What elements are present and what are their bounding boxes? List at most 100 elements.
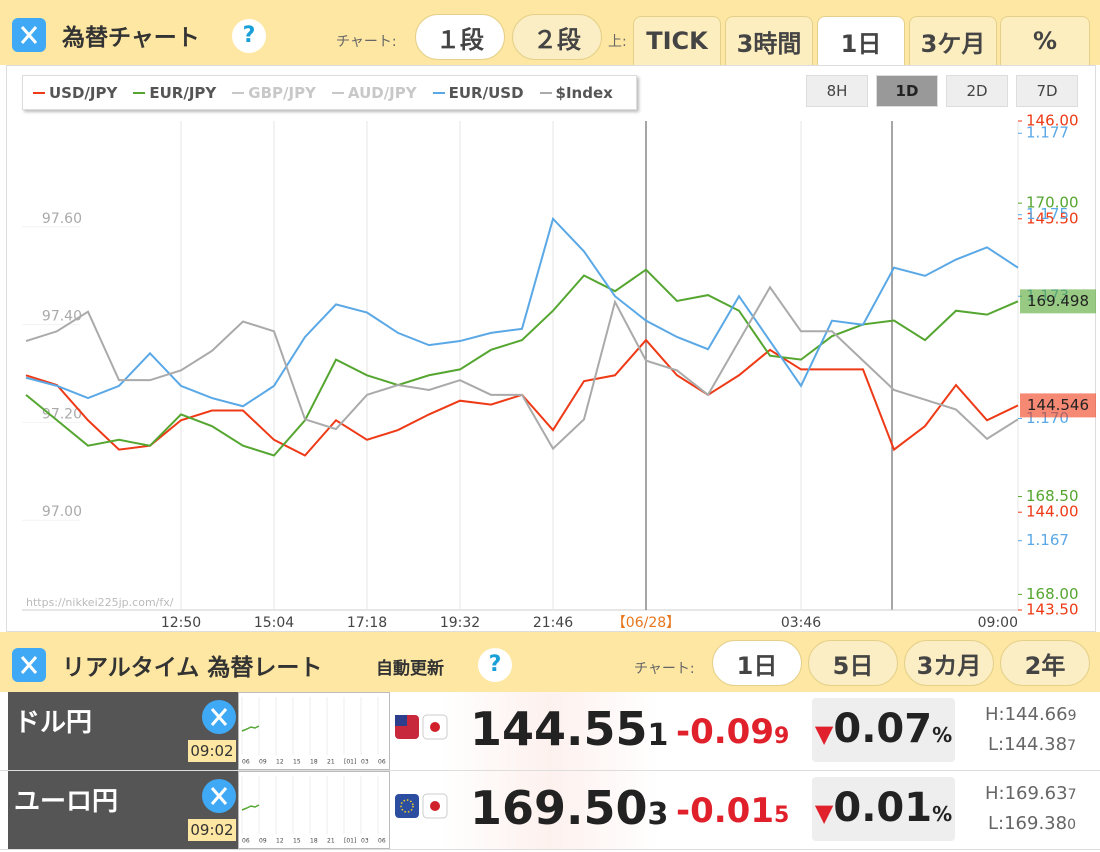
tab[interactable]: 3時間 bbox=[725, 16, 813, 65]
x-logo bbox=[12, 18, 46, 52]
icon-glyph bbox=[210, 787, 228, 805]
tab[interactable]: TICK bbox=[633, 16, 721, 65]
legend-label: AUD/JPY bbox=[347, 83, 417, 102]
series-line bbox=[25, 285, 1019, 451]
low-main: L:144.38 bbox=[988, 734, 1068, 755]
update-time: 09:02 bbox=[188, 819, 236, 841]
flag-stars bbox=[400, 799, 414, 813]
x-tick-label: 12:50 bbox=[161, 615, 201, 631]
x-icon[interactable] bbox=[12, 648, 46, 686]
watermark: https://nikkei225jp.com/fx/ bbox=[26, 596, 174, 609]
series-line bbox=[25, 268, 1019, 457]
flag-sun bbox=[430, 801, 440, 811]
help[interactable]: ? bbox=[478, 648, 512, 682]
y-tick-label: 97.20 bbox=[42, 406, 82, 422]
range-button[interactable]: 7D bbox=[1016, 75, 1078, 107]
x-logo bbox=[12, 648, 46, 682]
legend-swatch bbox=[432, 91, 445, 94]
sparkline-chart: 06 09 12 15 18 21 [01] 03 06 bbox=[241, 697, 386, 766]
arrow: ▼ bbox=[814, 720, 834, 748]
legend-item: AUD/JPY bbox=[331, 83, 417, 102]
spark-label: 12 bbox=[276, 759, 284, 766]
range-button[interactable]: 8H bbox=[806, 75, 868, 107]
y-tick-label: 145.50 bbox=[1026, 209, 1079, 227]
range-button[interactable]: 2D bbox=[946, 75, 1008, 107]
spark-label: 06 bbox=[378, 838, 386, 845]
sparkline: 06 09 12 15 18 21 [01] 03 06 bbox=[238, 692, 390, 770]
spark-label: [01] bbox=[344, 759, 356, 766]
tab[interactable]: 3ケ月 bbox=[909, 16, 997, 65]
change: -0.099 bbox=[676, 712, 789, 752]
help[interactable]: ? bbox=[232, 19, 266, 53]
change-main: -0.01 bbox=[676, 791, 774, 831]
spark-label: 21 bbox=[327, 838, 335, 845]
series-line bbox=[25, 338, 1019, 457]
tab[interactable]: 1日 bbox=[817, 16, 905, 65]
high: H:169.637 bbox=[985, 783, 1077, 804]
price: 169.503 bbox=[470, 781, 668, 835]
period-button[interactable]: 2年 bbox=[1000, 640, 1090, 686]
period-button[interactable]: 5日 bbox=[808, 640, 898, 686]
y-tick-label: 1.177 bbox=[1026, 124, 1069, 142]
price-small: 1 bbox=[647, 718, 669, 753]
legend-label: EUR/USD bbox=[448, 83, 524, 102]
y-tick-label: 146.00 bbox=[1026, 112, 1079, 130]
pct-box: ▼ 0.07% bbox=[812, 698, 955, 762]
icon-glyph bbox=[20, 656, 38, 674]
update-time: 09:02 bbox=[188, 740, 236, 762]
x-logo bbox=[202, 700, 236, 734]
tab[interactable]: % bbox=[1000, 16, 1090, 65]
spark-label: 09 bbox=[259, 759, 267, 766]
y-tick-label: 97.60 bbox=[42, 211, 82, 227]
change-small: 9 bbox=[774, 724, 790, 749]
x-icon[interactable] bbox=[12, 18, 46, 56]
price-main: 144.55 bbox=[470, 702, 648, 756]
legend-swatch bbox=[539, 91, 552, 94]
chart-panel bbox=[6, 65, 1096, 632]
spark-label: 21 bbox=[327, 759, 335, 766]
row-button[interactable]: １段 bbox=[415, 14, 505, 60]
x-tick-label: 19:32 bbox=[440, 615, 480, 631]
range-button[interactable]: 1D bbox=[876, 75, 938, 107]
legend-swatch bbox=[33, 91, 45, 94]
spark-label: 09 bbox=[259, 838, 267, 845]
x-tick-label: 【06/28】 bbox=[612, 615, 680, 631]
y-tick-label: 1.167 bbox=[1026, 531, 1069, 549]
legend-item: EUR/JPY bbox=[133, 84, 216, 102]
spark-line bbox=[241, 804, 260, 811]
y-tick-label: 97.00 bbox=[42, 504, 82, 520]
sparkline: 06 09 12 15 18 21 [01] 03 06 bbox=[238, 771, 390, 849]
rates-title: リアルタイム 為替レート bbox=[62, 655, 323, 681]
legend-item: USD/JPY bbox=[33, 84, 117, 102]
x-icon[interactable] bbox=[202, 700, 236, 738]
auto-update: 自動更新 bbox=[376, 659, 444, 679]
high-small: 9 bbox=[1067, 708, 1077, 724]
flag bbox=[395, 794, 419, 818]
x-tick-label: 17:18 bbox=[347, 615, 387, 631]
y-tick-label: 97.40 bbox=[42, 309, 82, 325]
header-title: 為替チャート bbox=[62, 25, 200, 51]
legend-item: GBP/JPY bbox=[232, 84, 316, 102]
flags bbox=[395, 793, 448, 819]
x-icon[interactable] bbox=[202, 779, 236, 817]
legend-label: EUR/JPY bbox=[149, 83, 217, 102]
low-small: 0 bbox=[1067, 817, 1076, 833]
y-tick-label: 170.00 bbox=[1026, 194, 1079, 212]
flag-sun bbox=[430, 722, 440, 732]
period-button[interactable]: 1日 bbox=[712, 640, 802, 686]
period-button[interactable]: 3カ月 bbox=[904, 640, 994, 686]
row-button[interactable]: ２段 bbox=[512, 14, 602, 60]
spark-label: 06 bbox=[242, 838, 250, 845]
spark-label: 12 bbox=[276, 838, 284, 845]
price-small: 3 bbox=[647, 797, 669, 832]
high: H:144.669 bbox=[985, 704, 1077, 725]
series-line bbox=[25, 216, 1019, 408]
chart-label: チャート: bbox=[336, 34, 397, 50]
pair-name: ユーロ円 bbox=[14, 787, 119, 817]
top-label: 上: bbox=[608, 34, 627, 50]
legend-swatch bbox=[133, 91, 146, 94]
pct-box: ▼ 0.01% bbox=[812, 777, 955, 841]
chart-label: チャート: bbox=[634, 661, 695, 677]
x-tick-label: 15:04 bbox=[254, 615, 294, 631]
